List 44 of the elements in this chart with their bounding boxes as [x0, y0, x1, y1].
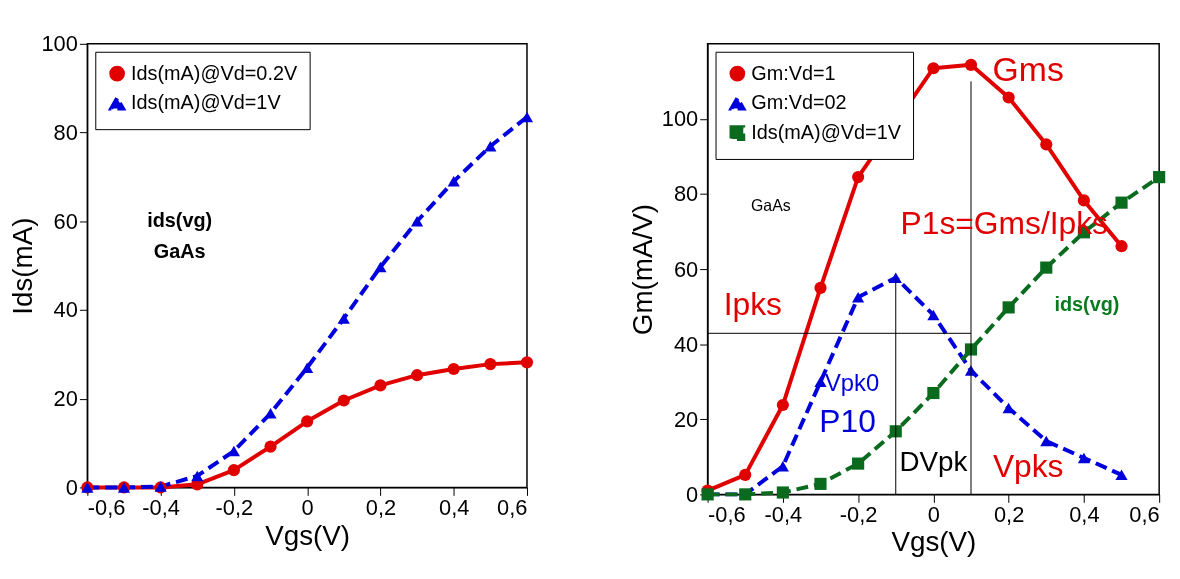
y-tick-label: 0	[65, 474, 78, 500]
x-tick-label: 0,4	[439, 494, 470, 520]
legend-label: Gm:Vd=1	[751, 61, 836, 84]
annotation: ids(vg)	[1054, 293, 1120, 316]
x-tick-label: -0,4	[142, 494, 180, 520]
y-tick-label: 100	[41, 31, 78, 57]
x-tick-label: -0,6	[708, 501, 746, 527]
x-tick-label: -0,6	[87, 494, 126, 520]
legend-label: Ids(mA)@Vd=0.2V	[131, 61, 298, 84]
y-tick-label: 80	[53, 119, 78, 145]
x-tick-label: 0,6	[1129, 501, 1160, 527]
annotation: DVpk	[899, 445, 968, 477]
annotation: Vpks	[992, 448, 1064, 485]
legend-label: Ids(mA)@Vd=1V	[751, 121, 902, 144]
x-tick-label: 0,2	[993, 501, 1025, 527]
x-tick-label: 0,4	[1069, 501, 1100, 527]
annotation: P10	[819, 403, 876, 440]
y-tick-label: 60	[53, 208, 78, 234]
y-tick-label: 80	[673, 181, 699, 207]
annotation: Ipks	[723, 286, 782, 323]
annotation: GaAs	[750, 196, 791, 214]
x-tick-label: 0,6	[497, 494, 528, 520]
y-axis-title: Gm(mA/V)	[626, 204, 658, 336]
x-tick-label: 0,2	[365, 494, 397, 520]
x-axis-title: Vgs(V)	[891, 526, 977, 558]
annotation: Gms	[992, 49, 1064, 88]
y-tick-label: 20	[673, 406, 699, 432]
y-tick-label: 60	[673, 256, 699, 282]
x-tick-label: 0	[927, 501, 940, 527]
legend-label: Gm:Vd=02	[751, 91, 847, 114]
y-tick-label: 40	[53, 297, 78, 323]
y-tick-label: 40	[673, 331, 699, 357]
annotation: Vpk0	[824, 368, 880, 396]
x-tick-label: -0,4	[764, 501, 803, 527]
y-tick-label: 100	[661, 106, 699, 132]
annotation: ids(vg)	[147, 209, 213, 232]
y-tick-label: 20	[53, 386, 78, 412]
legend-label: Ids(mA)@Vd=1V	[131, 91, 282, 114]
x-tick-label: 0	[301, 494, 314, 520]
x-axis-title: Vgs(V)	[265, 519, 351, 551]
x-tick-label: -0,2	[839, 501, 878, 527]
annotation: GaAs	[153, 240, 206, 263]
y-axis-title: Ids(mA)	[6, 217, 38, 315]
x-tick-label: -0,2	[215, 494, 254, 520]
